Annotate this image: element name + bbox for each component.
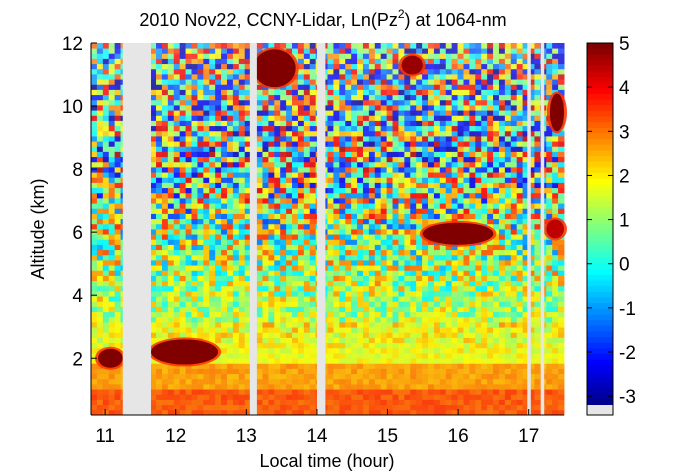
chart-title: 2010 Nov22, CCNY-Lidar, Ln(Pz2) at 1064-… [139,7,506,30]
heatmap-plot-area [91,43,567,416]
